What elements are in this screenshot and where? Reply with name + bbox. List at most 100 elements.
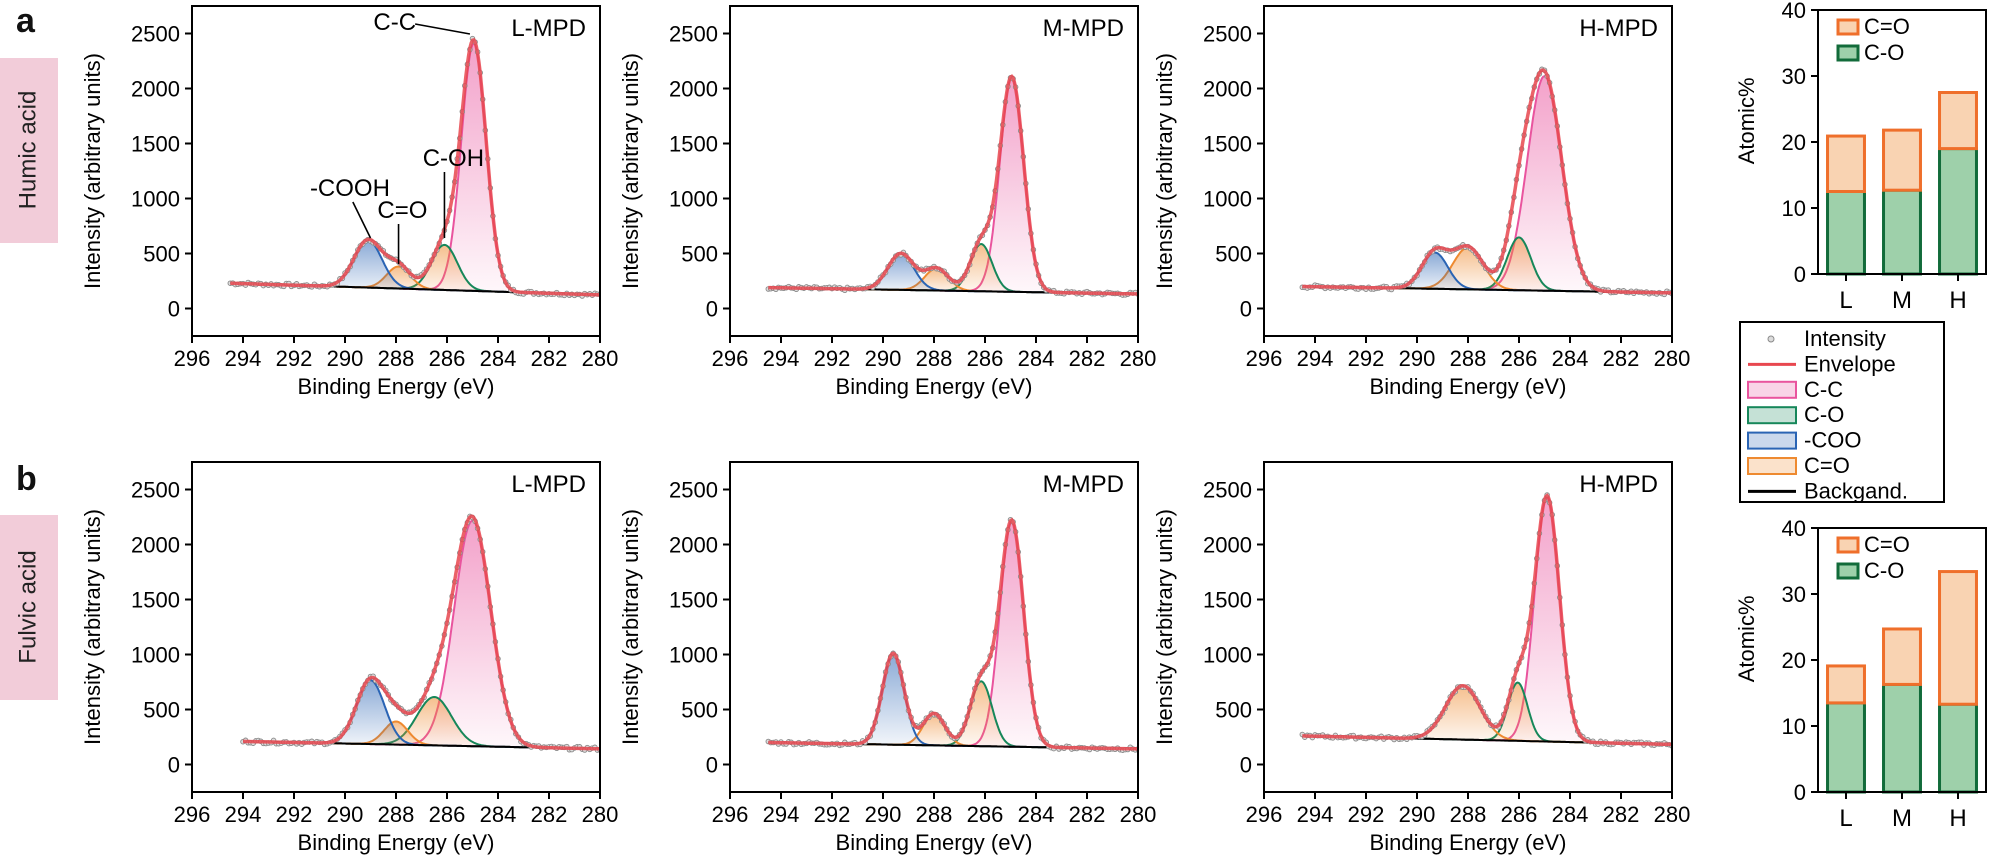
y-tick-label: 20 [1782,648,1806,673]
component-fill-C-O [243,697,600,749]
x-tick-label: 280 [1654,346,1691,371]
row-label-humic-bg [0,58,58,243]
intensity-point [605,748,610,753]
x-tick-label: 284 [1018,346,1055,371]
legend-label: Envelope [1804,351,1896,376]
x-tick-label: 288 [378,346,415,371]
xps-panel-1-1: 296 294 292 290 288 286 284 282 280 0 500 1000 1500 2… [618,461,1156,855]
intensity-point [605,294,610,299]
annotation-coh: C-OH [423,145,484,172]
y-tick-label: 500 [681,242,718,267]
x-tick-label: 284 [480,346,517,371]
x-tick-label: 288 [1450,346,1487,371]
intensity-point [1683,290,1688,295]
category-label: H [1949,287,1966,314]
bar-C-O-L [1826,701,1866,794]
y-tick-label: 500 [1215,698,1252,723]
plot-area [765,74,1154,298]
y-tick-label: 500 [681,698,718,723]
legend-swatch-box [1747,431,1797,450]
x-tick-label: 288 [1450,802,1487,827]
plot-area [1299,492,1685,749]
y-tick-label: 1500 [131,588,180,613]
legend-label-C=O: C=O [1864,14,1910,39]
x-tick-label: 284 [480,802,517,827]
y-tick-label: 500 [1215,242,1252,267]
x-tick-label: 288 [916,802,953,827]
component-fill-C-C [768,77,1138,294]
envelope-line [243,514,600,751]
legend-frame [1739,321,1945,503]
panel-letter-b: b [16,460,37,498]
annotation-cc: C-C [373,9,416,36]
x-tick-label: 282 [1069,346,1106,371]
y-tick-label: 0 [168,297,180,322]
y-tick-label: 1000 [669,187,718,212]
x-tick-label: 284 [1018,802,1055,827]
bar-C=O-H [1938,570,1978,706]
y-tick-label: 2000 [1203,77,1252,102]
xps-panel-1-2: 296 294 292 290 288 286 284 282 280 0 500 1000 1500 2… [1152,461,1690,855]
intensity-point [1677,292,1682,297]
legend-label: C-O [1804,402,1844,427]
y-axis-label: Intensity (arbitrary units) [80,53,105,289]
y-tick-label: 2500 [1203,22,1252,47]
y-tick-label: 2000 [669,533,718,558]
x-tick-label: 296 [712,346,749,371]
annotation-leader [414,23,471,35]
component-fill-C=O [1302,685,1672,745]
y-tick-label: 0 [1794,780,1806,805]
legend-swatch-box [1747,380,1797,399]
bar-C=O-M [1882,128,1922,192]
intensity-point [1677,742,1682,747]
legend-label: Backgand. [1804,478,1908,503]
y-axis-label: Intensity (arbitrary units) [80,509,105,745]
y-tick-label: 0 [1240,297,1252,322]
intensity-point [1680,741,1685,746]
intensity-point [603,293,608,298]
intensity-point [1149,292,1154,297]
x-axis-label: Binding Energy (eV) [298,830,495,855]
category-label: M [1892,805,1912,832]
y-tick-label: 2000 [669,77,718,102]
sample-label: M-MPD [1043,471,1124,498]
y-tick-label: 0 [706,753,718,778]
envelope-line [768,517,1138,751]
y-tick-label: 1000 [131,643,180,668]
sample-label: H-MPD [1579,15,1658,42]
y-tick-label: 0 [1240,753,1252,778]
legend-swatch-box [1747,406,1797,425]
y-tick-label: 20 [1782,130,1806,155]
y-tick-label: 1000 [669,643,718,668]
plot-area [1299,66,1688,298]
y-axis-label: Intensity (arbitrary units) [1152,509,1177,745]
x-tick-label: 296 [174,802,211,827]
component-fill-C=O [768,268,1138,294]
xps-panel-1-0: 296 294 292 290 288 286 284 282 280 0 500 1000 1500 2… [80,461,619,855]
intensity-point [611,294,616,299]
component-line-C-C [1302,75,1672,294]
x-tick-label: 282 [531,346,568,371]
x-tick-label: 286 [429,802,466,827]
y-tick-label: 2500 [131,478,180,503]
x-axis-label: Binding Energy (eV) [1370,374,1567,399]
x-tick-label: 294 [763,346,800,371]
y-tick-label: 1500 [1203,588,1252,613]
row-label-humic-text: Humic acid [14,91,41,210]
intensity-point [611,746,616,751]
bar-C-O-H [1938,702,1978,794]
x-tick-label: 282 [1069,802,1106,827]
legend-swatch-C=O [1836,536,1860,554]
x-tick-label: 280 [582,802,619,827]
intensity-points [1299,492,1685,749]
y-tick-label: 2500 [669,22,718,47]
x-tick-label: 282 [1603,346,1640,371]
x-tick-label: 290 [327,802,364,827]
annotation-leader [352,201,372,239]
component-line-C-C [768,75,1138,295]
x-tick-label: 288 [916,346,953,371]
intensity-point [1675,744,1680,749]
panel-letter-a: a [16,2,36,40]
x-tick-label: 294 [1297,346,1334,371]
